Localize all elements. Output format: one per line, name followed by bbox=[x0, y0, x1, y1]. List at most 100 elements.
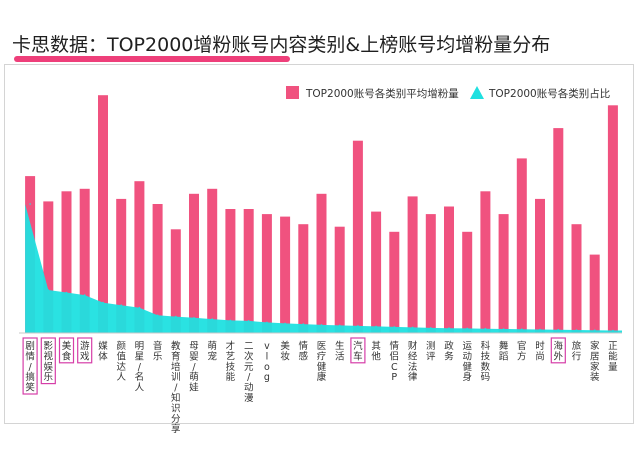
x-tick-label-0: 剧情/搞笑 bbox=[22, 337, 38, 395]
x-tick-highlight-3 bbox=[77, 337, 93, 364]
bar-6 bbox=[134, 181, 145, 333]
area-point-28 bbox=[539, 328, 541, 331]
x-tick-text-31: 家居家装 bbox=[590, 340, 600, 383]
x-tick-label-2: 美食 bbox=[58, 337, 75, 364]
bar-2 bbox=[61, 191, 72, 333]
x-tick-highlight-29 bbox=[550, 337, 566, 364]
bar-27 bbox=[516, 158, 527, 333]
area-point-17 bbox=[338, 324, 341, 327]
bar-25 bbox=[480, 191, 491, 333]
x-tick-label-26: 舞蹈 bbox=[499, 341, 509, 362]
x-tick-label-5: 颜值达人 bbox=[116, 340, 126, 383]
bar-12 bbox=[243, 209, 254, 333]
area-point-16 bbox=[320, 324, 323, 326]
x-tick-text-18: 汽车 bbox=[353, 340, 363, 362]
x-tick-text-27: 官方 bbox=[517, 340, 527, 362]
x-tick-label-15: 情感 bbox=[299, 340, 309, 362]
area-point-26 bbox=[502, 328, 505, 330]
x-tick-text-25: 科技数码 bbox=[481, 340, 491, 383]
area-point-15 bbox=[302, 323, 305, 325]
area-point-14 bbox=[284, 322, 286, 325]
x-tick-text-12: 二次元/动漫 bbox=[244, 341, 254, 404]
x-tick-label-28: 时尚 bbox=[535, 340, 545, 362]
x-tick-text-4: 媒体 bbox=[98, 340, 108, 362]
x-tick-label-3: 游戏 bbox=[77, 337, 93, 364]
bar-21 bbox=[407, 196, 418, 333]
x-tick-text-1: 影视娱乐 bbox=[44, 341, 54, 383]
legend-label-bars: TOP2000账号各类别平均增粉量 bbox=[305, 87, 459, 100]
bar-15 bbox=[298, 224, 309, 333]
x-tick-highlight-0 bbox=[22, 337, 38, 395]
area-point-10 bbox=[211, 318, 213, 320]
area-point-5 bbox=[120, 304, 122, 307]
bar-18 bbox=[352, 140, 363, 333]
x-tick-label-14: 美妆 bbox=[280, 340, 290, 362]
bar-23 bbox=[444, 206, 454, 333]
x-tick-text-24: 运动健身 bbox=[462, 341, 472, 383]
x-tick-text-8: 教育培训/知识分享 bbox=[171, 340, 181, 435]
area-series bbox=[25, 204, 623, 333]
bar-8 bbox=[170, 229, 181, 333]
x-tick-text-19: 其他 bbox=[371, 341, 381, 362]
x-tick-highlight-2 bbox=[58, 337, 75, 364]
x-tick-label-1: 影视娱乐 bbox=[40, 337, 56, 385]
x-tick-label-25: 科技数码 bbox=[481, 340, 491, 383]
bar-19 bbox=[371, 211, 382, 333]
area-point-13 bbox=[266, 321, 268, 324]
bar-31 bbox=[589, 254, 600, 333]
x-tick-text-14: 美妆 bbox=[280, 340, 290, 362]
area-point-31 bbox=[593, 329, 596, 332]
x-tick-text-6: 明星/名人 bbox=[135, 341, 145, 394]
area-point-30 bbox=[575, 329, 578, 331]
x-tick-text-7: 音乐 bbox=[153, 340, 163, 362]
x-tick-label-4: 媒体 bbox=[98, 340, 108, 362]
bar-13 bbox=[261, 214, 272, 333]
x-tick-text-26: 舞蹈 bbox=[499, 341, 509, 362]
x-tick-label-19: 其他 bbox=[371, 341, 381, 362]
legend-label-area: TOP2000账号各类别占比 bbox=[488, 87, 610, 100]
x-tick-label-8: 教育培训/知识分享 bbox=[171, 340, 181, 435]
bar-29 bbox=[553, 128, 564, 333]
x-tick-text-30: 旅行 bbox=[572, 340, 582, 362]
area-point-2 bbox=[65, 291, 68, 294]
area-point-6 bbox=[138, 306, 141, 309]
bar-9 bbox=[189, 193, 199, 333]
page-title: 卡思数据：TOP2000增粉账号内容类别&上榜账号均增粉量分布 bbox=[12, 34, 551, 56]
x-tick-label-23: 政务 bbox=[444, 340, 454, 362]
x-tick-text-29: 海外 bbox=[554, 340, 564, 362]
area-point-19 bbox=[375, 325, 377, 328]
x-tick-text-21: 财经法律 bbox=[408, 340, 418, 383]
bar-16 bbox=[316, 193, 327, 333]
x-tick-label-12: 二次元/动漫 bbox=[244, 341, 254, 404]
x-tick-text-17: 生活 bbox=[335, 340, 345, 362]
x-tick-text-28: 时尚 bbox=[535, 340, 545, 362]
x-tick-label-9: 母婴/萌娃 bbox=[189, 341, 199, 394]
x-tick-text-16: 医疗健康 bbox=[317, 341, 327, 383]
x-tick-label-30: 旅行 bbox=[572, 340, 582, 362]
area-point-1 bbox=[47, 289, 50, 291]
bar-28 bbox=[535, 198, 545, 333]
x-tick-label-17: 生活 bbox=[335, 340, 345, 362]
x-tick-text-11: 才艺技能 bbox=[226, 340, 236, 383]
area-point-27 bbox=[521, 328, 523, 331]
legend: TOP2000账号各类别平均增粉量 TOP2000账号各类别占比 bbox=[286, 86, 610, 100]
area-point-21 bbox=[411, 326, 414, 329]
area-point-22 bbox=[430, 327, 432, 329]
area-point-9 bbox=[193, 317, 195, 319]
bar-20 bbox=[389, 231, 400, 333]
bar-10 bbox=[207, 188, 218, 333]
bar-3 bbox=[79, 188, 90, 333]
bar-4 bbox=[98, 95, 108, 333]
bar-30 bbox=[571, 224, 582, 333]
area-point-11 bbox=[229, 319, 232, 322]
x-tick-label-6: 明星/名人 bbox=[135, 341, 145, 394]
x-tick-text-5: 颜值达人 bbox=[116, 340, 126, 383]
x-tick-highlight-18 bbox=[350, 337, 366, 364]
bar-14 bbox=[280, 216, 291, 333]
x-tick-label-29: 海外 bbox=[550, 337, 566, 364]
x-tick-text-2: 美食 bbox=[62, 340, 72, 362]
x-tick-label-18: 汽车 bbox=[350, 337, 366, 364]
